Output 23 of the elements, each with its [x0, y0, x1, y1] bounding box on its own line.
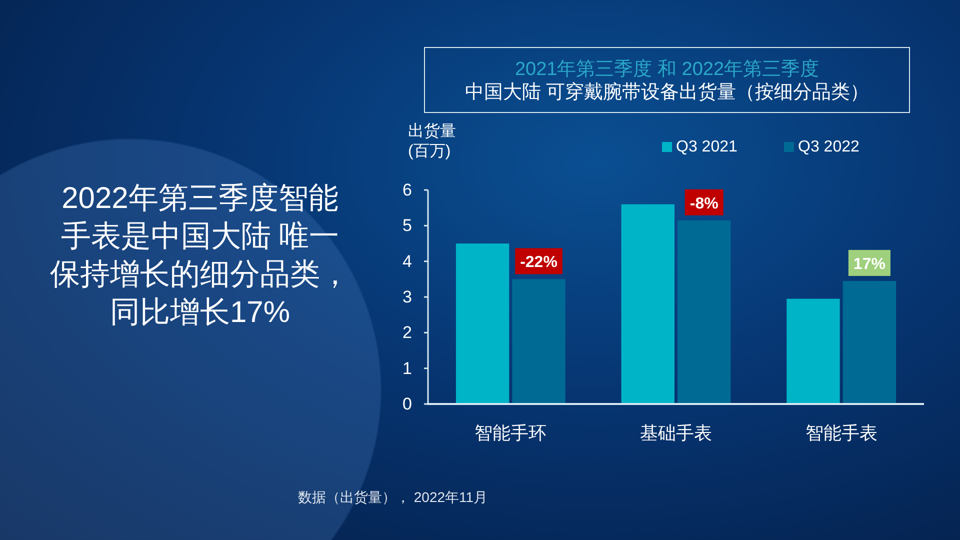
chart-title: 2021年第三季度 和 2022年第三季度 [514, 58, 820, 82]
y-tick-label: 1 [402, 358, 412, 378]
annotation: -8% [690, 195, 718, 212]
annotation: 17% [848, 250, 890, 276]
annotation: 17% [853, 256, 886, 273]
y-tick-label: 6 [402, 180, 412, 200]
text: 2022年第三季度智能手表是中国大陆 唯一保持增长的细分品类，同比增长17% [49, 181, 351, 331]
x-tick-label: 基础手表 [640, 423, 712, 443]
y-tick-label: 0 [402, 394, 412, 414]
chart-subtitle: 中国大陆 可穿戴腕带设备出货量（按细分品类） [464, 81, 870, 105]
x-tick-label: 智能手表 [805, 423, 878, 443]
text: 数据（出货量）， 2022年11月 [298, 489, 488, 507]
y-axis-title: 出货量 (百万) [408, 122, 457, 162]
y-tick-label: 5 [402, 216, 412, 236]
annotation: -22% [520, 254, 558, 272]
x-tick-label: 智能手环 [474, 423, 547, 443]
legend-label: Q3 2022 [798, 138, 860, 156]
legend-label: Q3 2021 [676, 138, 738, 156]
annotation: -8% [684, 189, 724, 216]
y-tick-label: 2 [402, 323, 412, 342]
annotation: -22% [515, 248, 562, 274]
y-tick-label: 3 [402, 288, 412, 306]
y-tick-label: 4 [402, 252, 412, 271]
